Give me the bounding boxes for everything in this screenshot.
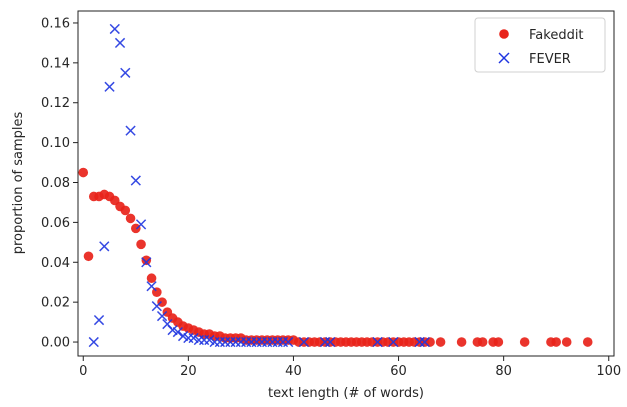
- x-tick-label: 20: [180, 364, 197, 379]
- fever-point: [141, 257, 152, 268]
- fever-point: [167, 324, 178, 336]
- fever-point: [372, 336, 383, 348]
- fakeddit-point: [157, 297, 167, 307]
- plot-frame: [77, 10, 615, 357]
- fever-point: [204, 334, 215, 346]
- fakeddit-point: [146, 273, 157, 284]
- y-tick-label: 0.08: [41, 176, 70, 191]
- fakeddit-point: [493, 337, 504, 347]
- x-tick-label: 80: [495, 364, 512, 379]
- y-tick-label: 0.14: [41, 56, 70, 71]
- fever-point: [388, 336, 399, 348]
- fever-point: [325, 336, 336, 348]
- x-axis-label: text length (# of words): [268, 386, 424, 401]
- y-axis-ticks: 0.00 0.02 0.04 0.06 0.08 0.10 0.12 0.14 0.16: [41, 16, 78, 351]
- fever-point: [283, 336, 294, 348]
- fakeddit-point: [136, 239, 146, 250]
- fakeddit-point: [551, 337, 561, 347]
- series-fever: [88, 23, 430, 348]
- fever-point: [156, 310, 168, 322]
- x-tick-label: 100: [596, 364, 621, 379]
- fakeddit-point: [561, 337, 572, 347]
- fever-point: [114, 37, 126, 49]
- fakeddit-point: [78, 167, 89, 178]
- fever-point: [188, 332, 199, 344]
- fever-point: [109, 23, 120, 35]
- fakeddit-point: [425, 337, 435, 347]
- fakeddit-point: [120, 205, 131, 216]
- fakeddit-point: [131, 223, 141, 234]
- fakeddit-point: [435, 337, 446, 347]
- y-tick-label: 0.04: [41, 256, 70, 271]
- fever-point: [88, 336, 99, 348]
- x-tick-label: 40: [285, 364, 302, 379]
- fever-point: [151, 301, 162, 312]
- fever-point: [130, 175, 141, 186]
- x-tick-label: 60: [390, 364, 407, 379]
- fever-point: [125, 125, 136, 136]
- y-tick-label: 0.06: [41, 216, 70, 231]
- fever-point: [298, 336, 310, 348]
- fakeddit-point: [125, 213, 136, 224]
- fever-point: [177, 330, 189, 342]
- fever-point: [104, 81, 115, 92]
- legend-fever-label: FEVER: [529, 52, 571, 67]
- fever-point: [135, 219, 147, 230]
- legend-fever-marker: [498, 52, 510, 64]
- fakeddit-point: [456, 337, 467, 347]
- fever-point: [99, 241, 110, 252]
- fever-point: [172, 326, 183, 338]
- legend-fakeddit-marker: [499, 29, 509, 39]
- fever-point: [120, 67, 131, 78]
- y-tick-label: 0.16: [41, 16, 70, 31]
- y-tick-label: 0.12: [41, 96, 70, 111]
- y-tick-label: 0.10: [41, 136, 70, 151]
- fakeddit-point: [477, 337, 488, 347]
- fever-point: [146, 281, 157, 292]
- fakeddit-point: [519, 337, 530, 347]
- y-tick-label: 0.00: [41, 336, 70, 351]
- x-axis-ticks: 0 20 40 60 80 100: [79, 356, 621, 379]
- y-axis-label: proportion of samples: [11, 112, 26, 255]
- legend: Fakeddit FEVER: [474, 17, 606, 73]
- legend-fakeddit-label: Fakeddit: [529, 28, 584, 43]
- fakeddit-point: [83, 251, 94, 262]
- fakeddit-point: [582, 337, 593, 347]
- data-marks: [78, 23, 593, 348]
- x-tick-label: 0: [79, 364, 87, 379]
- fakeddit-point: [141, 255, 152, 266]
- fever-point: [419, 336, 430, 348]
- y-tick-label: 0.02: [41, 296, 70, 311]
- fever-point: [93, 314, 105, 326]
